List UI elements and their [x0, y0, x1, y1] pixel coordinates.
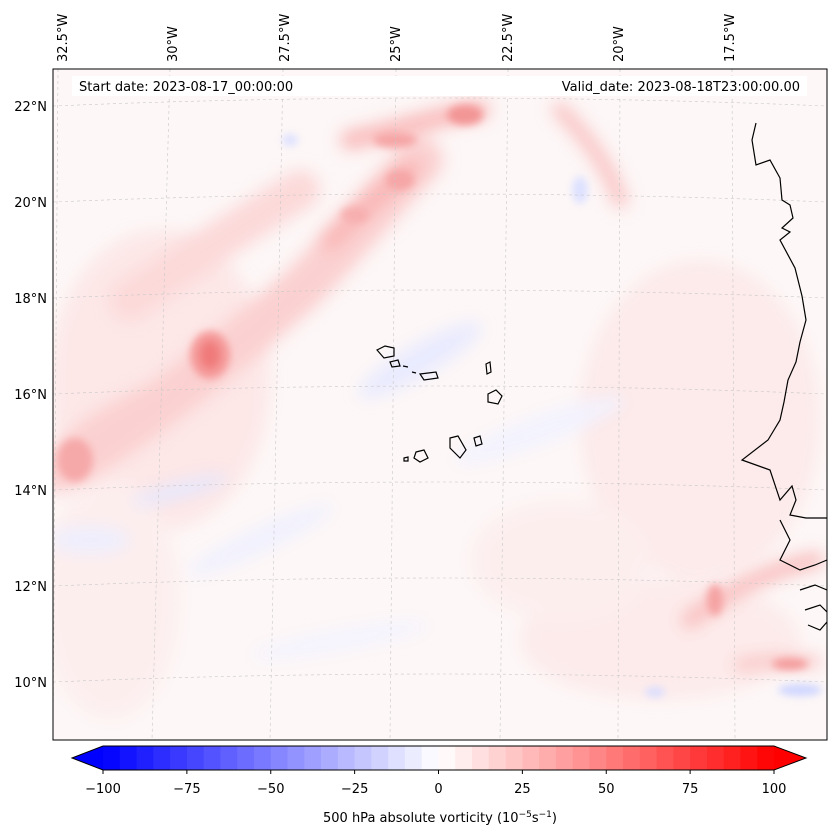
colorbar-tick-label: 25: [514, 782, 531, 797]
santa-luzia-island: [402, 365, 409, 368]
colorbar-cell: [539, 746, 557, 770]
colorbar-cells: [103, 746, 775, 770]
lon-label: 25°W: [389, 26, 404, 62]
colorbar-tick-label: −100: [85, 782, 121, 797]
colorbar-cell: [203, 746, 221, 770]
gridlines: [53, 69, 827, 740]
colorbar-label: 500 hPa absolute vorticity (10−5s−1): [323, 810, 557, 826]
latitude-labels: 22°N 20°N 18°N 16°N 14°N 12°N 10°N: [14, 100, 47, 691]
colorbar-cell: [690, 746, 708, 770]
maio-island: [473, 435, 483, 447]
colorbar-tick-label: 75: [682, 782, 699, 797]
lon-label: 30°W: [166, 26, 181, 62]
colorbar-cell: [673, 746, 691, 770]
longitude-labels: 32.5°W 30°W 27.5°W 25°W 22.5°W 20°W 17.5…: [56, 14, 738, 62]
colorbar-tick-label: −75: [173, 782, 200, 797]
colorbar-cell: [572, 746, 590, 770]
colorbar-cell: [757, 746, 775, 770]
ilheu-island: [411, 371, 417, 374]
boa-vista-island: [487, 389, 503, 405]
map-panel: Start date: 2023-08-17_00:00:00 Valid_da…: [14, 14, 828, 741]
vorticity-field: [53, 100, 824, 720]
colorbar-cell: [488, 746, 507, 770]
colorbar-cell: [220, 746, 238, 770]
colorbar-cell: [136, 746, 154, 770]
africa-coastline: [740, 122, 827, 519]
colorbar-cell: [656, 746, 674, 770]
sao-nicolau-island: [418, 371, 439, 381]
lon-label: 27.5°W: [278, 14, 293, 62]
santo-antao-island: [376, 345, 395, 359]
colorbar-cell: [438, 746, 456, 770]
colorbar-tick-label: 100: [762, 782, 787, 797]
colorbar-cell: [472, 746, 490, 770]
lat-label: 14°N: [14, 484, 47, 499]
colorbar-cell: [388, 746, 406, 770]
colorbar-cell: [606, 746, 624, 770]
sal-island: [485, 361, 492, 375]
colorbar-cell: [270, 746, 289, 770]
valid-date-label: Valid_date: 2023-08-18T23:00:00.00: [562, 80, 800, 95]
lat-label: 10°N: [14, 676, 47, 691]
colorbar-tick-label: 50: [598, 782, 615, 797]
colorbar-cell: [371, 746, 389, 770]
colorbar-cell: [740, 746, 758, 770]
guinea-coastline: [779, 519, 827, 571]
colorbar-cell: [170, 746, 188, 770]
colorbar-cell: [589, 746, 607, 770]
sao-vicente-island: [389, 359, 401, 368]
colorbar-cell: [706, 746, 725, 770]
lat-label: 12°N: [14, 580, 47, 595]
colorbar-cell: [455, 746, 473, 770]
colorbar-cell: [153, 746, 171, 770]
colorbar-ticks: −100 −75 −50 −25 0 25 50 75 100: [85, 770, 786, 797]
colorbar-cell: [623, 746, 641, 770]
lon-label: 20°W: [612, 26, 627, 62]
coastlines: [376, 122, 827, 631]
colorbar-cell: [287, 746, 305, 770]
lon-label: 32.5°W: [56, 14, 71, 62]
lat-label: 18°N: [14, 292, 47, 307]
colorbar-cell: [354, 746, 372, 770]
colorbar-low-extend: [72, 746, 103, 770]
colorbar-cell: [237, 746, 255, 770]
colorbar-tick-label: 0: [434, 782, 442, 797]
lat-label: 20°N: [14, 196, 47, 211]
lon-label: 17.5°W: [723, 14, 738, 62]
lat-label: 22°N: [14, 100, 47, 115]
colorbar-cell: [421, 746, 439, 770]
colorbar-cell: [555, 746, 574, 770]
colorbar: −100 −75 −50 −25 0 25 50 75 100 500 hPa absolute…: [70, 745, 808, 826]
colorbar-cell: [723, 746, 741, 770]
colorbar-cell: [505, 746, 523, 770]
colorbar-cell: [639, 746, 658, 770]
colorbar-cell: [103, 746, 121, 770]
colorbar-cell: [119, 746, 138, 770]
colorbar-cell: [321, 746, 339, 770]
santiago-island: [449, 435, 467, 459]
fogo-island: [413, 449, 429, 463]
map-frame: [52, 68, 828, 741]
lon-label: 22.5°W: [501, 14, 516, 62]
colorbar-tick-label: −25: [341, 782, 368, 797]
colorbar-cell: [404, 746, 423, 770]
colorbar-tick-label: −50: [257, 782, 284, 797]
colorbar-cell: [253, 746, 272, 770]
start-date-label: Start date: 2023-08-17_00:00:00: [79, 80, 293, 95]
colorbar-high-extend: [774, 746, 806, 770]
guinea-bissau-islands: [799, 584, 827, 631]
brava-island: [403, 456, 409, 462]
colorbar-cell: [304, 746, 322, 770]
date-banner: [72, 76, 807, 96]
colorbar-cell: [186, 746, 205, 770]
lat-label: 16°N: [14, 388, 47, 403]
colorbar-cell: [522, 746, 540, 770]
colorbar-cell: [337, 746, 356, 770]
